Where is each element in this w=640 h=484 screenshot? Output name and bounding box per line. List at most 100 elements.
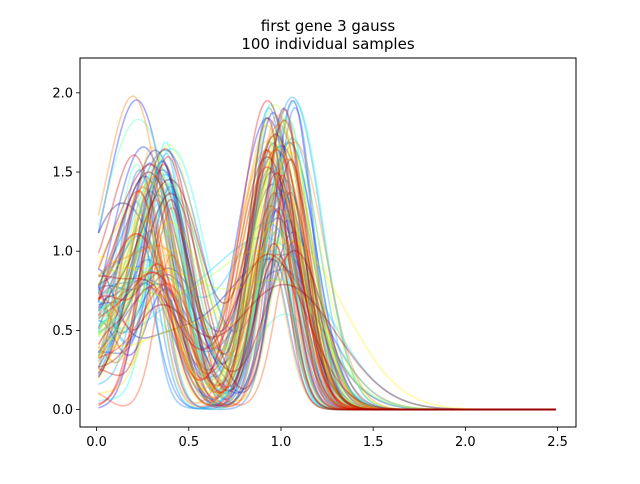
sample-line bbox=[98, 99, 556, 411]
y-axis: 0.0 0.5 1.0 1.5 2.0 bbox=[52, 86, 80, 418]
sample-line bbox=[98, 148, 556, 411]
sample-line bbox=[97, 141, 556, 411]
sample-line bbox=[97, 278, 556, 411]
sample-line bbox=[97, 232, 556, 411]
sample-line bbox=[98, 283, 556, 411]
x-tick-label: 1.0 bbox=[271, 435, 292, 450]
sample-line bbox=[97, 149, 556, 411]
x-tick-label: 2.5 bbox=[547, 435, 568, 450]
sample-line bbox=[98, 149, 556, 411]
sample-line bbox=[97, 202, 556, 411]
sample-line bbox=[97, 172, 556, 411]
sample-line bbox=[97, 190, 556, 411]
sample-line bbox=[97, 194, 556, 411]
y-tick-label: 0.5 bbox=[52, 324, 73, 339]
sample-line bbox=[97, 186, 556, 411]
sample-line bbox=[97, 240, 556, 411]
sample-lines bbox=[97, 95, 556, 411]
sample-line bbox=[97, 135, 556, 411]
sample-line bbox=[97, 191, 556, 411]
sample-line bbox=[97, 157, 556, 411]
sample-line bbox=[97, 158, 556, 411]
sample-line bbox=[98, 167, 556, 411]
sample-line bbox=[97, 266, 556, 411]
sample-line bbox=[97, 171, 556, 411]
x-tick-label: 1.5 bbox=[363, 435, 384, 450]
sample-line bbox=[97, 160, 556, 411]
sample-line bbox=[97, 171, 556, 411]
sample-line bbox=[97, 268, 556, 411]
plot-frame bbox=[79, 57, 577, 428]
sample-line bbox=[98, 172, 556, 411]
x-tick-label: 2.0 bbox=[455, 435, 476, 450]
sample-line bbox=[98, 141, 556, 411]
sample-line bbox=[97, 250, 556, 411]
sample-line bbox=[97, 166, 556, 411]
x-axis: 0.0 0.5 1.0 1.5 2.0 2.5 bbox=[86, 427, 568, 450]
sample-line bbox=[97, 124, 556, 411]
sample-line bbox=[98, 120, 556, 411]
sample-line bbox=[97, 106, 556, 411]
sample-line bbox=[97, 175, 556, 411]
chart-title: first gene 3 gauss bbox=[261, 17, 396, 35]
sample-line bbox=[97, 99, 556, 411]
sample-line bbox=[97, 95, 556, 411]
y-tick-label: 1.5 bbox=[52, 166, 73, 181]
sample-line bbox=[97, 149, 556, 411]
sample-line bbox=[98, 158, 556, 411]
sample-line bbox=[97, 123, 556, 411]
sample-line bbox=[97, 181, 556, 411]
sample-line bbox=[98, 257, 556, 411]
sample-line bbox=[98, 142, 556, 411]
sample-line bbox=[97, 154, 556, 411]
sample-line bbox=[97, 141, 556, 411]
chart-subtitle: 100 individual samples bbox=[241, 35, 414, 53]
sample-line bbox=[97, 106, 556, 411]
sample-line bbox=[98, 221, 556, 411]
sample-line bbox=[98, 282, 556, 411]
sample-line bbox=[98, 141, 556, 411]
sample-line bbox=[97, 162, 556, 411]
y-tick-label: 0.0 bbox=[52, 403, 73, 418]
sample-line bbox=[97, 190, 556, 411]
sample-line bbox=[98, 149, 556, 411]
sample-line bbox=[98, 147, 556, 411]
sample-line bbox=[97, 117, 556, 411]
sample-line bbox=[97, 117, 556, 411]
sample-line bbox=[97, 120, 556, 411]
sample-line bbox=[97, 114, 556, 411]
sample-line bbox=[97, 169, 556, 411]
sample-line bbox=[97, 229, 556, 411]
sample-line bbox=[98, 258, 556, 411]
sample-line bbox=[97, 219, 556, 411]
sample-line bbox=[97, 133, 556, 411]
sample-line bbox=[97, 191, 556, 411]
sample-line bbox=[98, 253, 556, 411]
sample-line bbox=[98, 129, 556, 411]
sample-line bbox=[98, 111, 556, 411]
sample-line bbox=[97, 171, 556, 411]
sample-line bbox=[97, 236, 556, 411]
sample-line bbox=[97, 174, 556, 411]
x-tick-label: 0.0 bbox=[86, 435, 107, 450]
x-tick-label: 0.5 bbox=[178, 435, 199, 450]
sample-line bbox=[98, 155, 556, 411]
y-tick-label: 2.0 bbox=[52, 86, 73, 101]
sample-line bbox=[97, 142, 556, 411]
y-tick-label: 1.0 bbox=[52, 245, 73, 260]
sample-line bbox=[97, 104, 556, 411]
sample-line bbox=[97, 140, 556, 411]
sample-line bbox=[97, 148, 556, 411]
sample-line bbox=[98, 102, 556, 411]
sample-line bbox=[97, 100, 556, 411]
sample-line bbox=[97, 189, 556, 411]
sample-line bbox=[98, 155, 556, 411]
sample-line bbox=[97, 119, 556, 411]
sample-line bbox=[97, 240, 556, 411]
sample-line bbox=[98, 188, 556, 411]
sample-line bbox=[97, 163, 556, 411]
sample-line bbox=[97, 100, 556, 411]
